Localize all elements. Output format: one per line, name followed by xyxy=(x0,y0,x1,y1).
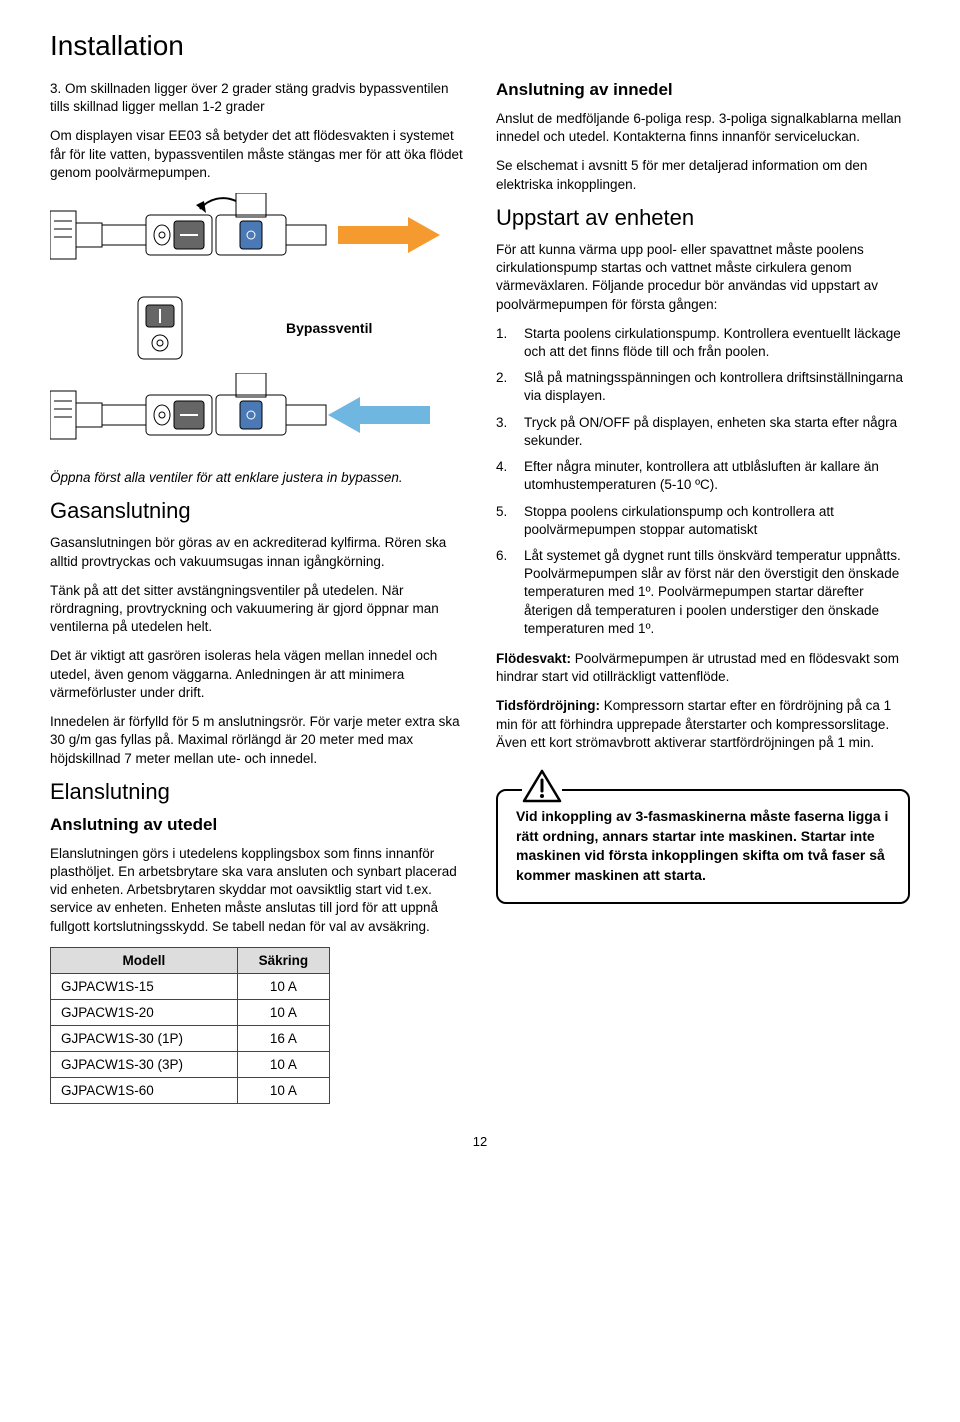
step-text: Slå på matningsspänningen och kontroller… xyxy=(524,369,910,405)
step-num: 4. xyxy=(496,458,512,494)
table-row: GJPACW1S-6010 A xyxy=(51,1077,330,1103)
step-item: 2. Slå på matningsspänningen och kontroll… xyxy=(496,369,910,405)
cell-model: GJPACW1S-30 (3P) xyxy=(51,1051,238,1077)
flow-label: Flödesvakt: xyxy=(496,651,571,666)
table-row: GJPACW1S-1510 A xyxy=(51,973,330,999)
left-para-1: 3. Om skillnaden ligger över 2 grader st… xyxy=(50,80,464,116)
cell-model: GJPACW1S-30 (1P) xyxy=(51,1025,238,1051)
cell-model: GJPACW1S-15 xyxy=(51,973,238,999)
gas-p4: Innedelen är förfylld för 5 m anslutning… xyxy=(50,713,464,768)
step-num: 2. xyxy=(496,369,512,405)
flow-para: Flödesvakt: Poolvärmepumpen är utrustad … xyxy=(496,650,910,686)
table-row: GJPACW1S-30 (3P)10 A xyxy=(51,1051,330,1077)
warning-icon xyxy=(522,769,562,809)
h-uppstart: Uppstart av enheten xyxy=(496,205,910,231)
step-item: 1. Starta poolens cirkulationspump. Kontr… xyxy=(496,325,910,361)
page-title: Installation xyxy=(50,30,910,62)
cell-model: GJPACW1S-60 xyxy=(51,1077,238,1103)
step-text: Stoppa poolens cirkulationspump och kont… xyxy=(524,503,910,539)
h-utedel: Anslutning av utedel xyxy=(50,815,464,835)
step-num: 3. xyxy=(496,414,512,450)
step-item: 3. Tryck på ON/OFF på displayen, enheten … xyxy=(496,414,910,450)
gas-p1: Gasanslutningen bör göras av en ackredit… xyxy=(50,534,464,570)
step-item: 5. Stoppa poolens cirkulationspump och ko… xyxy=(496,503,910,539)
cell-fuse: 10 A xyxy=(237,1077,329,1103)
bypass-label: Bypassventil xyxy=(286,320,372,336)
warning-text: Vid inkoppling av 3-fasmaskinerna måste … xyxy=(516,808,888,883)
content-columns: 3. Om skillnaden ligger över 2 grader st… xyxy=(50,80,910,1104)
right-column: Anslutning av innedel Anslut de medfölja… xyxy=(496,80,910,1104)
page-number: 12 xyxy=(50,1134,910,1149)
delay-para: Tidsfördröjning: Kompressorn startar eft… xyxy=(496,697,910,752)
open-valves-note: Öppna först alla ventiler för att enklar… xyxy=(50,469,464,487)
th-model: Modell xyxy=(51,947,238,973)
h-gasanslutning: Gasanslutning xyxy=(50,498,464,524)
table-row: GJPACW1S-30 (1P)16 A xyxy=(51,1025,330,1051)
diagram-middle: Bypassventil xyxy=(50,293,464,363)
th-fuse: Säkring xyxy=(237,947,329,973)
step-item: 6.Låt systemet gå dygnet runt tills önsk… xyxy=(496,547,910,638)
uppstart-intro: För att kunna värma upp pool- eller spav… xyxy=(496,241,910,314)
fuse-table: Modell Säkring GJPACW1S-1510 A GJPACW1S-… xyxy=(50,947,330,1104)
step-num: 5. xyxy=(496,503,512,539)
table-row: GJPACW1S-2010 A xyxy=(51,999,330,1025)
gas-p2: Tänk på att det sitter avstängningsventi… xyxy=(50,582,464,637)
cell-fuse: 10 A xyxy=(237,973,329,999)
step-num: 6. xyxy=(496,547,512,638)
h-elanslutning: Elanslutning xyxy=(50,779,464,805)
innedel-p1: Anslut de medföljande 6-poliga resp. 3-p… xyxy=(496,110,910,146)
step-text: Tryck på ON/OFF på displayen, enheten sk… xyxy=(524,414,910,450)
left-para-2: Om displayen visar EE03 så betyder det a… xyxy=(50,127,464,182)
innedel-p2: Se elschemat i avsnitt 5 för mer detalje… xyxy=(496,157,910,193)
gas-p3: Det är viktigt att gasrören isoleras hel… xyxy=(50,647,464,702)
cell-fuse: 10 A xyxy=(237,1051,329,1077)
cell-model: GJPACW1S-20 xyxy=(51,999,238,1025)
step-text: Starta poolens cirkulationspump. Kontrol… xyxy=(524,325,910,361)
h-innedel: Anslutning av innedel xyxy=(496,80,910,100)
step-num: 1. xyxy=(496,325,512,361)
step-text: Låt systemet gå dygnet runt tills önskvä… xyxy=(524,547,910,638)
step-item: 4. Efter några minuter, kontrollera att u… xyxy=(496,458,910,494)
step-text: Efter några minuter, kontrollera att utb… xyxy=(524,458,910,494)
cell-fuse: 16 A xyxy=(237,1025,329,1051)
steps-list: 1. Starta poolens cirkulationspump. Kontr… xyxy=(496,325,910,638)
utedel-p: Elanslutningen görs i utedelens koppling… xyxy=(50,845,464,936)
cell-fuse: 10 A xyxy=(237,999,329,1025)
diagram-bottom xyxy=(50,373,464,463)
warning-box: Vid inkoppling av 3-fasmaskinerna måste … xyxy=(496,789,910,903)
left-column: 3. Om skillnaden ligger över 2 grader st… xyxy=(50,80,464,1104)
delay-label: Tidsfördröjning: xyxy=(496,698,600,713)
diagram-top xyxy=(50,193,464,283)
